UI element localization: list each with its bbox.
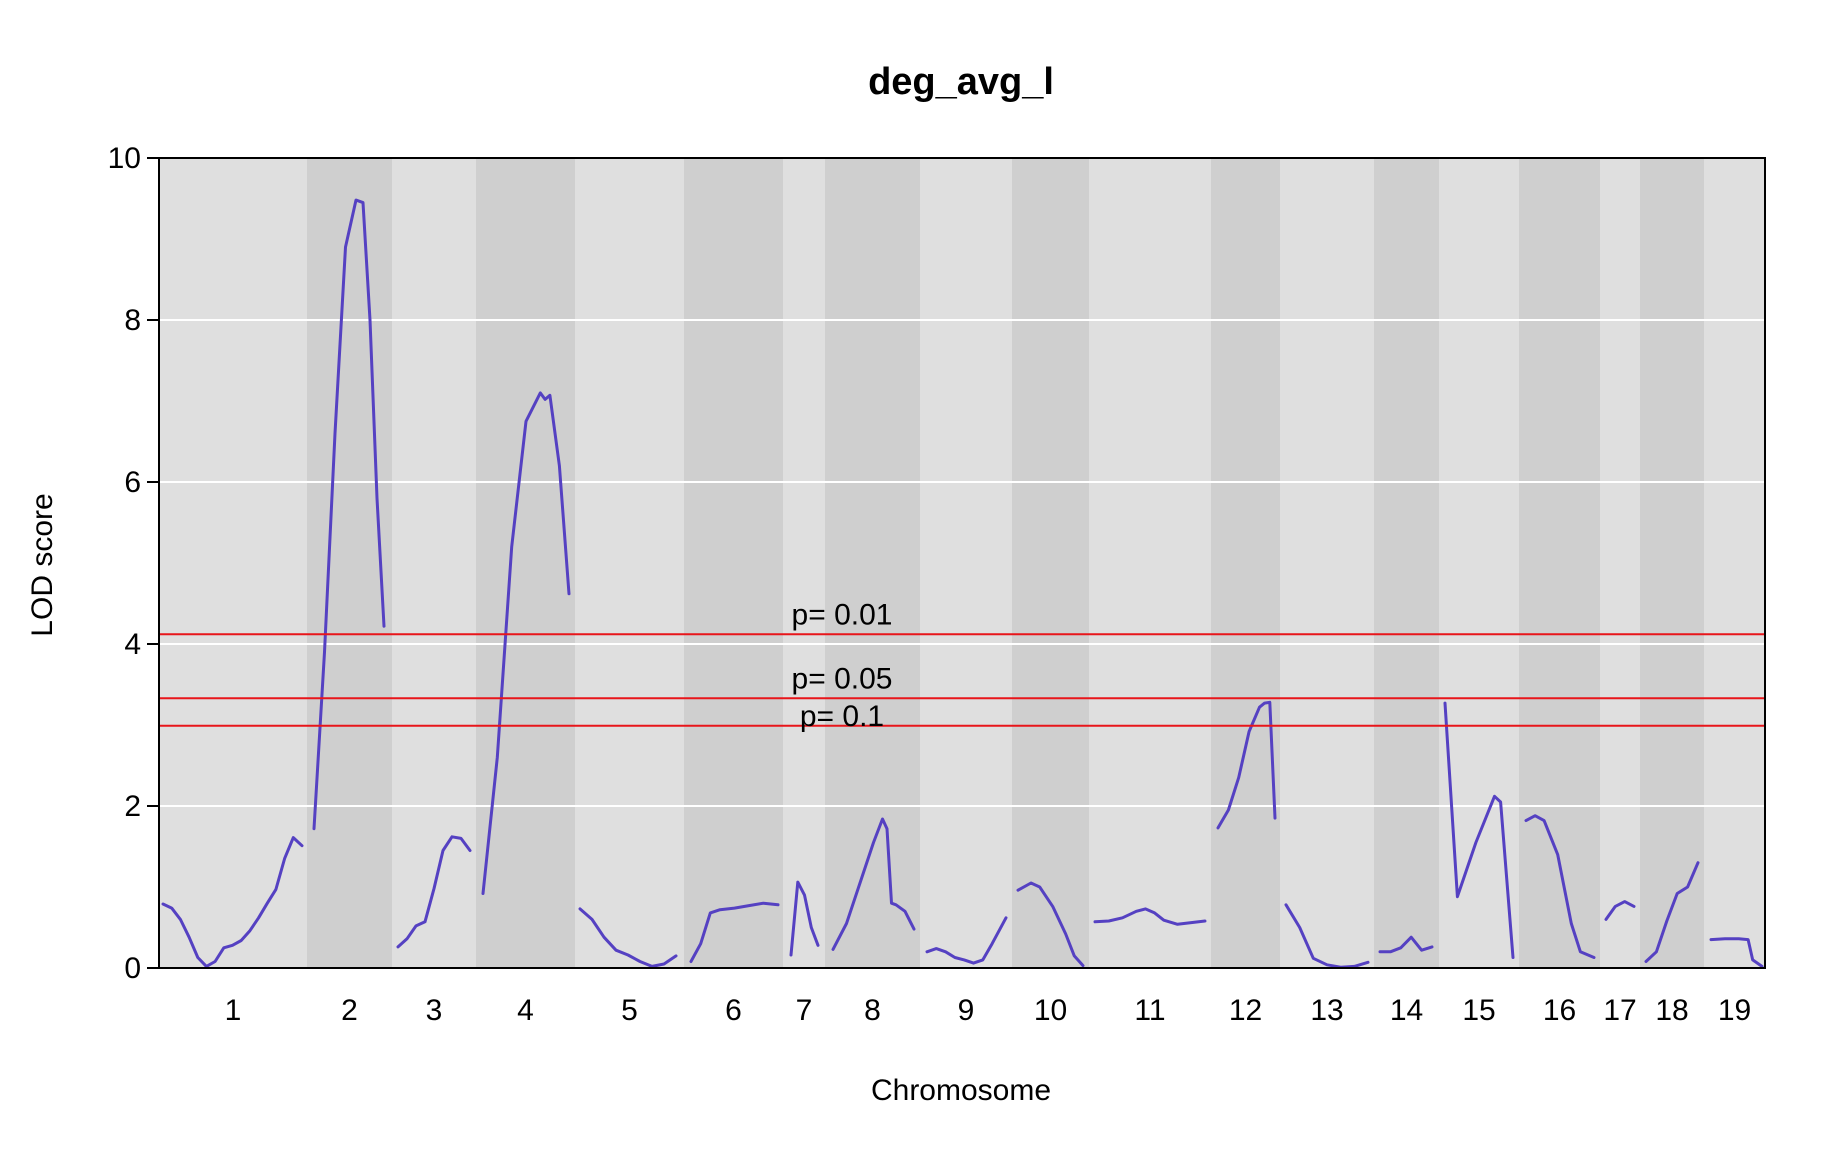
x-tick-label-chr-15: 15 [1462,994,1495,1027]
band-chr-8 [825,158,920,968]
band-chr-11 [1089,158,1211,968]
x-tick-label-chr-16: 16 [1543,994,1576,1027]
x-axis: 1 2 3 4 5 6 7 8 9 10 11 12 13 14 15 16 17 18 19 [225,994,1752,1027]
x-tick-label-chr-9: 9 [958,994,975,1027]
band-chr-14 [1374,158,1439,968]
lod-curve-chr-16 [1524,814,1596,959]
band-chr-12 [1211,158,1280,968]
x-tick-label-chr-7: 7 [796,994,813,1027]
band-chr-10 [1012,158,1089,968]
x-tick-label-chr-8: 8 [864,994,881,1027]
lod-curve-chr-4 [481,391,571,895]
x-axis-label: Chromosome [871,1074,1051,1107]
band-chr-4 [476,158,575,968]
y-tick-label-4: 4 [124,628,141,661]
x-tick-label-chr-14: 14 [1390,994,1423,1027]
lod-curve-chr-7 [789,880,820,957]
lod-curve-chr-8 [831,817,916,951]
band-chr-19 [1704,158,1765,968]
y-tick-label-10: 10 [108,142,141,175]
lod-curve-chr-2 [312,198,386,831]
band-chr-15 [1439,158,1519,968]
band-chr-18 [1640,158,1704,968]
lod-curve-chr-1 [161,836,304,968]
grid-lines [159,319,1765,807]
x-tick-label-chr-18: 18 [1655,994,1688,1027]
threshold-lines: p= 0.01 p= 0.05 p= 0.1 [159,598,1765,733]
x-tick-label-chr-11: 11 [1134,994,1165,1027]
lod-curve-chr-14 [1378,935,1434,954]
plot-frame [158,157,1766,969]
y-axis-label: LOD score [26,493,59,636]
band-chr-7 [783,158,825,968]
lod-curve-chr-11 [1093,907,1207,926]
lod-curve-chr-6 [689,901,780,963]
x-tick-label-chr-19: 19 [1718,994,1751,1027]
band-chr-9 [920,158,1012,968]
band-chr-2 [307,158,392,968]
band-chr-5 [575,158,684,968]
x-tick-label-chr-6: 6 [725,994,742,1027]
x-tick-label-chr-1: 1 [225,994,242,1027]
lod-curve-chr-10 [1016,881,1085,968]
band-chr-13 [1280,158,1374,968]
band-chr-1 [159,158,307,968]
y-tick-label-8: 8 [124,304,141,337]
y-tick-label-6: 6 [124,466,141,499]
x-tick-label-chr-13: 13 [1310,994,1343,1027]
x-tick-label-chr-10: 10 [1034,994,1067,1027]
lod-curve-chr-13 [1284,903,1370,969]
x-tick-label-chr-17: 17 [1603,994,1636,1027]
threshold-label-1: p= 0.01 [792,598,893,631]
lod-curve-chr-17 [1604,900,1636,921]
y-axis: 0 2 4 6 8 10 [108,142,159,985]
band-chr-17 [1600,158,1640,968]
lod-curve-chr-19 [1709,937,1764,968]
lod-curve-chr-18 [1644,861,1700,963]
x-tick-label-chr-3: 3 [426,994,443,1027]
y-tick-label-0: 0 [124,952,141,985]
x-tick-label-chr-4: 4 [517,994,534,1027]
chart-title: deg_avg_l [868,61,1054,103]
lod-curve-chr-5 [578,907,678,968]
x-tick-label-chr-2: 2 [341,994,358,1027]
lod-curve-chr-15 [1443,701,1515,959]
x-tick-label-chr-5: 5 [621,994,638,1027]
band-chr-3 [392,158,476,968]
lod-curves [161,198,1764,969]
x-tick-label-chr-12: 12 [1229,994,1262,1027]
y-tick-label-2: 2 [124,790,141,823]
lod-curve-chr-3 [396,835,472,949]
band-chr-16 [1519,158,1600,968]
chromosome-bands [159,158,1765,968]
threshold-label-2: p= 0.05 [792,662,893,695]
threshold-label-3: p= 0.1 [800,700,884,733]
band-chr-6 [684,158,783,968]
lod-curve-chr-9 [925,916,1008,965]
lod-curve-chr-12 [1216,700,1277,830]
